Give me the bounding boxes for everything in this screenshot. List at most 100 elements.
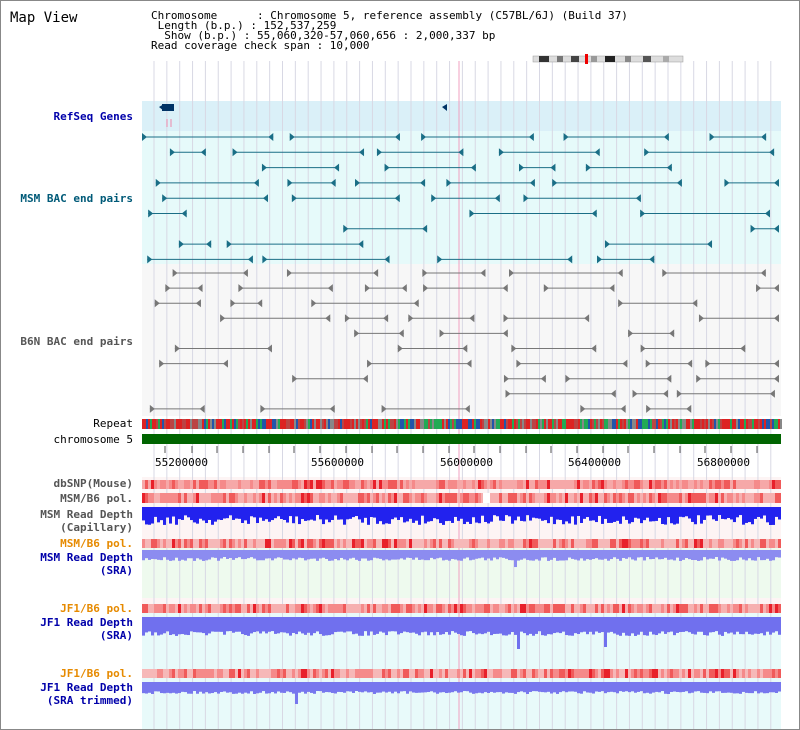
track-label-dbsnp[interactable]: dbSNP(Mouse) <box>53 477 133 490</box>
polymorphism-cell <box>484 669 487 678</box>
depth-bar <box>589 507 592 521</box>
chromosome-ideogram[interactable] <box>531 53 685 65</box>
depth-bar <box>610 682 613 692</box>
polymorphism-cell <box>478 539 481 548</box>
repeat-segment <box>674 419 676 429</box>
depth-bar <box>223 682 226 692</box>
polymorphism-cell <box>310 669 313 678</box>
depth-bar <box>565 507 568 522</box>
repeat-segment <box>280 419 282 429</box>
depth-bar <box>358 682 361 692</box>
polymorphism-cell <box>382 539 385 548</box>
track-label-jf1-b6-pol-2[interactable]: JF1/B6 pol. <box>60 667 133 680</box>
depth-bar <box>289 682 292 693</box>
depth-bar <box>520 682 523 692</box>
track-label-refseq[interactable]: RefSeq Genes <box>53 110 133 123</box>
depth-bar <box>397 617 400 635</box>
depth-bar <box>589 617 592 632</box>
polymorphism-cell <box>331 604 334 613</box>
polymorphism-cell <box>235 539 238 548</box>
polymorphism-cell <box>583 539 586 548</box>
depth-bar <box>511 507 514 524</box>
repeat-segment <box>358 419 360 429</box>
depth-bar <box>412 507 415 523</box>
track-label-b6n-bac[interactable]: B6N BAC end pairs <box>20 335 133 348</box>
msm-bac-pair-end <box>359 148 365 157</box>
repeat-segment <box>538 419 540 429</box>
repeat-segment <box>626 419 628 429</box>
polymorphism-cell <box>172 604 175 613</box>
depth-bar <box>487 507 490 524</box>
polymorphism-cell <box>154 669 157 678</box>
depth-bar <box>499 550 502 558</box>
depth-bar <box>181 617 184 635</box>
repeat-segment <box>762 419 764 429</box>
polymorphism-cell <box>547 604 550 613</box>
polymorphism-cell <box>718 539 721 548</box>
depth-bar <box>376 617 379 634</box>
polymorphism-cell <box>445 669 448 678</box>
polymorphism-cell <box>682 669 685 678</box>
depth-bar <box>157 550 160 560</box>
depth-bar <box>733 507 736 523</box>
polymorphism-cell <box>652 480 655 489</box>
b6n-bac-pair-end <box>469 314 475 323</box>
depth-bar <box>688 617 691 633</box>
track-label-msm-depth-sra[interactable]: MSM Read Depth (SRA) <box>40 551 133 577</box>
depth-bar <box>217 507 220 520</box>
depth-bar <box>406 507 409 522</box>
polymorphism-cell <box>397 604 400 613</box>
track-label-msm-b6-pol-2[interactable]: MSM/B6 pol. <box>60 537 133 550</box>
repeat-segment <box>658 419 660 429</box>
polymorphism-cell <box>364 539 367 548</box>
msm-bac-pair-end <box>420 178 426 187</box>
polymorphism-cell <box>301 493 304 503</box>
depth-bar <box>331 507 334 520</box>
depth-bar <box>730 682 733 693</box>
depth-bar <box>187 682 190 694</box>
polymorphism-cell <box>388 669 391 678</box>
polymorphism-cell <box>268 480 271 489</box>
depth-bar <box>172 550 175 561</box>
depth-bar <box>355 550 358 560</box>
depth-bar <box>556 507 559 520</box>
polymorphism-cell <box>343 604 346 613</box>
repeat-segment <box>590 419 592 429</box>
track-label-msm-depth-capillary[interactable]: MSM Read Depth (Capillary) <box>40 508 133 534</box>
track-label-msm-bac[interactable]: MSM BAC end pairs <box>20 192 133 205</box>
polymorphism-cell <box>334 669 337 678</box>
polymorphism-cell <box>253 604 256 613</box>
track-label-jf1-b6-pol-1[interactable]: JF1/B6 pol. <box>60 602 133 615</box>
depth-bar <box>313 507 316 521</box>
track-label-msm-b6-pol-1[interactable]: MSM/B6 pol. <box>60 492 133 505</box>
polymorphism-cell <box>556 539 559 548</box>
depth-bar <box>688 550 691 560</box>
polymorphism-cell <box>604 539 607 548</box>
polymorphism-cell <box>685 480 688 489</box>
track-label-jf1-depth-sra[interactable]: JF1 Read Depth (SRA) <box>40 616 133 642</box>
depth-bar <box>451 507 454 523</box>
depth-bar <box>691 507 694 522</box>
depth-bar <box>559 507 562 520</box>
polymorphism-cell <box>751 604 754 613</box>
polymorphism-cell <box>607 493 610 503</box>
depth-bar <box>706 550 709 560</box>
polymorphism-cell <box>178 539 181 548</box>
polymorphism-cell <box>316 669 319 678</box>
polymorphism-cell <box>685 669 688 678</box>
polymorphism-cell <box>706 669 709 678</box>
polymorphism-cell <box>163 539 166 548</box>
polymorphism-cell <box>238 604 241 613</box>
depth-bar <box>388 507 391 524</box>
track-label-chromosome[interactable]: chromosome 5 <box>53 433 133 446</box>
depth-bar <box>412 617 415 633</box>
polymorphism-cell <box>559 480 562 489</box>
depth-bar <box>457 617 460 634</box>
track-label-repeat[interactable]: Repeat <box>93 417 133 430</box>
track-label-jf1-depth-trimmed[interactable]: JF1 Read Depth (SRA trimmed) <box>40 681 133 707</box>
polymorphism-cell <box>556 493 559 503</box>
repeat-segment <box>520 419 522 429</box>
msm-bac-pair-end <box>649 255 655 264</box>
polymorphism-cell <box>664 539 667 548</box>
